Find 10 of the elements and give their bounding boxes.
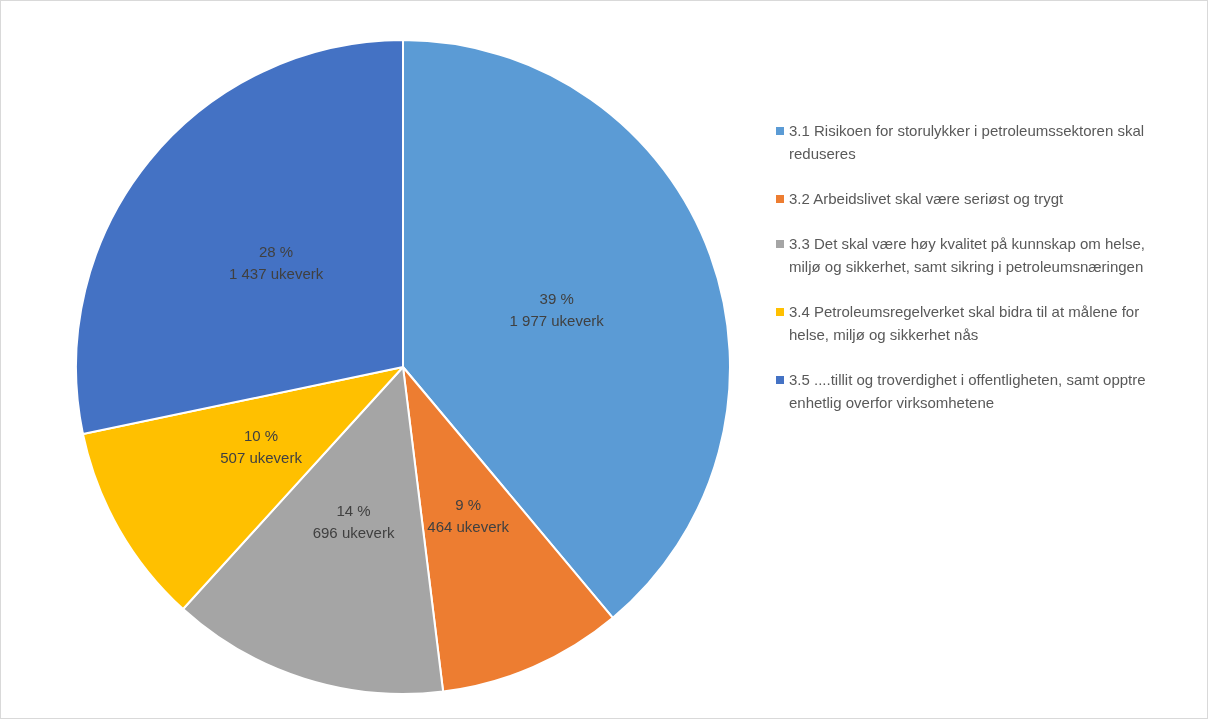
legend-label: 3.1 Risikoen for storulykker i petroleumssektoren skal reduseres [789, 121, 1146, 164]
data-label: 28 % 1 437 ukeverk [228, 243, 324, 283]
data-label: 9 % 464 ukeverk [427, 496, 510, 536]
legend-label: 3.2 Arbeidslivet skal være seriøst og trygt [789, 189, 1064, 209]
data-label: 14 % 696 ukeverk [312, 501, 395, 541]
legend-label: 3.4 Petroleumsregelverket skal bidra til at målene for helse, miljø og sikkerhet nås [789, 302, 1141, 345]
data-label: 39 % 1 977 ukeverk [509, 290, 605, 330]
data-label: 10 % 507 ukeverk [220, 427, 303, 467]
legend-label: 3.3 Det skal være høy kvalitet på kunnskap om helse, miljø og sikkerhet, samt sikring i petroleumsnæringen [789, 234, 1146, 277]
legend-label: 3.5 ....tillit og troverdighet i offentligheten, samt opptre enhetlig overfor virksomhetene [789, 370, 1147, 413]
